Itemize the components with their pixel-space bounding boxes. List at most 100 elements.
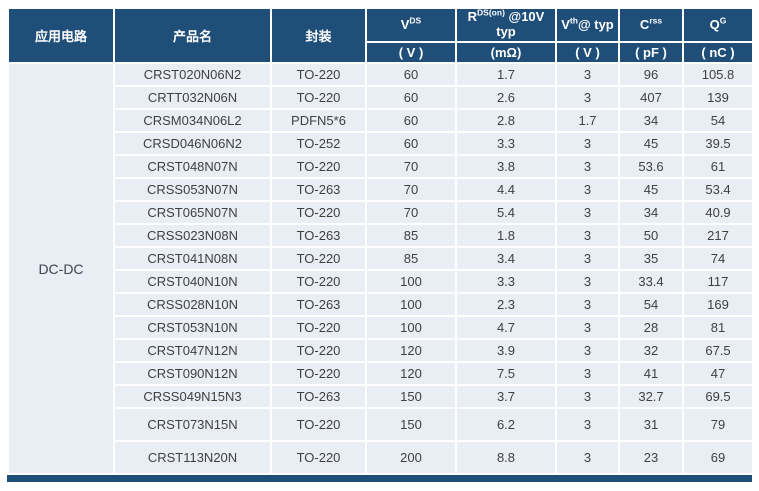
qg-cell: 117: [682, 269, 754, 294]
package-cell: TO-220: [270, 338, 367, 363]
crss-cell: 34: [618, 200, 684, 225]
rdson-cell: 1.8: [455, 223, 557, 248]
rdson-cell: 3.3: [455, 269, 557, 294]
table-row: CRSD046N06N2 TO-252 60 3.3 3 45 39.5: [8, 131, 754, 156]
rdson-cell: 2.3: [455, 292, 557, 317]
table-row: CRST065N07N TO-220 70 5.4 3 34 40.9: [8, 200, 754, 225]
qg-cell: 54: [682, 108, 754, 133]
vth-cell: 3: [555, 269, 620, 294]
vds-cell: 70: [365, 177, 457, 202]
package-cell: TO-263: [270, 177, 367, 202]
header-product-name-label: 产品名: [172, 29, 212, 44]
rdson-cell: 3.7: [455, 384, 557, 409]
vth-cell: 3: [555, 62, 620, 87]
rdson-cell: 4.4: [455, 177, 557, 202]
crss-cell: 34: [618, 108, 684, 133]
product-spec-table: 应用电路 产品名 封装 VDS RDS(on) @10V typ Vth@ typ…: [7, 7, 754, 475]
rdson-cell: 5.4: [455, 200, 557, 225]
package-cell: TO-220: [270, 269, 367, 294]
unit-vds: ( V ): [365, 41, 457, 64]
rdson-cell: 3.8: [455, 154, 557, 179]
rdson-cell: 2.8: [455, 108, 557, 133]
vth-cell: 3: [555, 85, 620, 110]
crss-cell: 41: [618, 361, 684, 386]
vth-cell: 3: [555, 131, 620, 156]
vds-cell: 100: [365, 292, 457, 317]
product-name-cell: CRST047N12N: [113, 338, 272, 363]
qg-cell: 105.8: [682, 62, 754, 87]
vth-cell: 3: [555, 154, 620, 179]
vth-cell: 3: [555, 440, 620, 475]
package-cell: TO-220: [270, 246, 367, 271]
package-cell: TO-220: [270, 200, 367, 225]
header-vds-base: V: [400, 16, 410, 32]
vds-cell: 60: [365, 131, 457, 156]
header-rdson-line2: typ: [496, 24, 516, 39]
package-cell: TO-252: [270, 131, 367, 156]
crss-cell: 31: [618, 407, 684, 442]
qg-cell: 53.4: [682, 177, 754, 202]
header-qg: QG: [682, 7, 754, 43]
qg-cell: 39.5: [682, 131, 754, 156]
header-rdson-sup: DS(on): [477, 8, 505, 18]
crss-cell: 28: [618, 315, 684, 340]
qg-cell: 139: [682, 85, 754, 110]
qg-cell: 40.9: [682, 200, 754, 225]
unit-vth: ( V ): [555, 41, 620, 64]
vth-cell: 3: [555, 200, 620, 225]
header-crss-sup: rss: [649, 15, 663, 26]
vth-cell: 3: [555, 292, 620, 317]
package-cell: TO-220: [270, 440, 367, 475]
crss-cell: 96: [618, 62, 684, 87]
table-row: CRST040N10N TO-220 100 3.3 3 33.4 117: [8, 269, 754, 294]
vds-cell: 150: [365, 384, 457, 409]
table-row: CRST048N07N TO-220 70 3.8 3 53.6 61: [8, 154, 754, 179]
vds-cell: 85: [365, 223, 457, 248]
product-name-cell: CRSS053N07N: [113, 177, 272, 202]
vds-cell: 60: [365, 62, 457, 87]
rdson-cell: 2.6: [455, 85, 557, 110]
crss-cell: 45: [618, 177, 684, 202]
qg-cell: 74: [682, 246, 754, 271]
table-row: CRSS049N15N3 TO-263 150 3.7 3 32.7 69.5: [8, 384, 754, 409]
vth-cell: 3: [555, 315, 620, 340]
header-name-row: 应用电路 产品名 封装 VDS RDS(on) @10V typ Vth@ typ…: [7, 7, 754, 64]
vds-cell: 120: [365, 338, 457, 363]
table-row: DC-DC CRST020N06N2 TO-220 60 1.7 3 96 105.8: [7, 62, 754, 475]
table-row: CRSS053N07N TO-263 70 4.4 3 45 53.4: [8, 177, 754, 202]
unit-qg: ( nC ): [682, 41, 754, 64]
product-name-cell: CRSS028N10N: [113, 292, 272, 317]
vds-cell: 85: [365, 246, 457, 271]
package-cell: TO-263: [270, 223, 367, 248]
package-cell: TO-220: [270, 315, 367, 340]
header-vds: VDS: [365, 7, 457, 43]
header-qg-base: Q: [709, 16, 720, 32]
qg-cell: 47: [682, 361, 754, 386]
header-rdson-rest: @10V: [504, 9, 545, 25]
product-name-cell: CRST020N06N2: [113, 62, 272, 87]
header-vth-base: V: [561, 16, 570, 32]
header-vth-sup: th: [569, 15, 578, 26]
rdson-cell: 4.7: [455, 315, 557, 340]
vth-cell: 3: [555, 223, 620, 248]
product-name-cell: CRSS049N15N3: [113, 384, 272, 409]
qg-cell: 69: [682, 440, 754, 475]
crss-cell: 53.6: [618, 154, 684, 179]
crss-cell: 33.4: [618, 269, 684, 294]
header-rdson: RDS(on) @10V typ: [455, 7, 557, 43]
qg-cell: 169: [682, 292, 754, 317]
table-row: CRST047N12N TO-220 120 3.9 3 32 67.5: [8, 338, 754, 363]
package-cell: TO-220: [270, 85, 367, 110]
vth-cell: 3: [555, 177, 620, 202]
package-cell: TO-263: [270, 292, 367, 317]
package-cell: TO-220: [270, 407, 367, 442]
crss-cell: 23: [618, 440, 684, 475]
crss-cell: 45: [618, 131, 684, 156]
vth-cell: 3: [555, 338, 620, 363]
package-cell: TO-220: [270, 361, 367, 386]
vds-cell: 200: [365, 440, 457, 475]
header-vth-rest: @ typ: [577, 16, 614, 32]
product-spec-table-wrap: 应用电路 产品名 封装 VDS RDS(on) @10V typ Vth@ typ…: [7, 7, 754, 482]
header-crss: Crss: [618, 7, 684, 43]
